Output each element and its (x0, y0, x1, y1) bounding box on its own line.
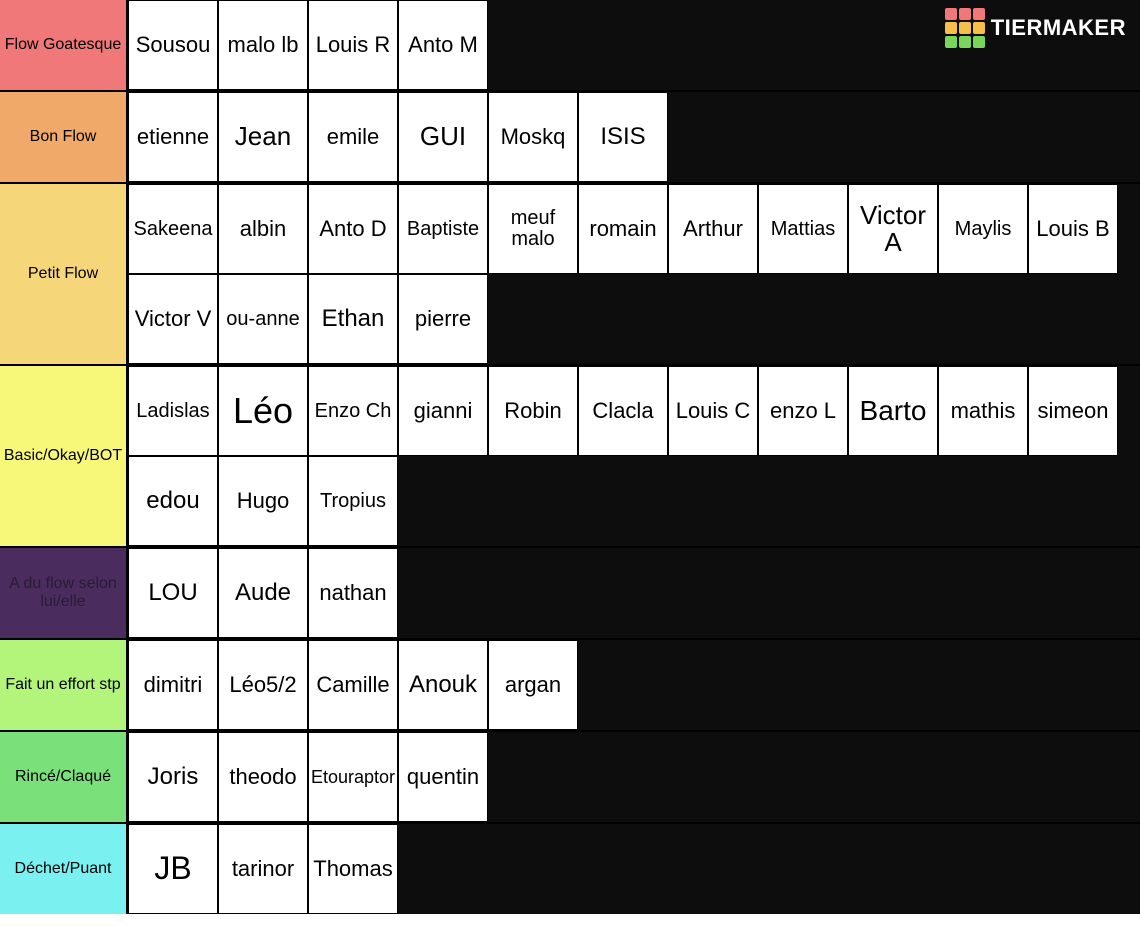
tier-item[interactable]: malo lb (218, 0, 308, 90)
logo-cell (959, 22, 971, 34)
tier-item[interactable]: tarinor (218, 824, 308, 914)
tier-item[interactable]: Robin (488, 366, 578, 456)
tier-list: TIERMAKER Flow GoatesqueSousoumalo lbLou… (0, 0, 1140, 914)
tier-items[interactable]: dimitriLéo5/2CamilleAnoukargan (128, 640, 1140, 730)
tier-item[interactable]: simeon (1028, 366, 1118, 456)
tier-item[interactable]: Clacla (578, 366, 668, 456)
tier-item[interactable]: emile (308, 92, 398, 182)
tier-item[interactable]: Louis B (1028, 184, 1118, 274)
tier-item[interactable]: albin (218, 184, 308, 274)
logo-cell (959, 36, 971, 48)
tier-items[interactable]: LadislasLéoEnzo ChgianniRobinClaclaLouis… (128, 366, 1140, 546)
tier-item[interactable]: pierre (398, 274, 488, 364)
tier-item[interactable]: enzo L (758, 366, 848, 456)
tier-label[interactable]: A du flow selon lui/elle (0, 548, 128, 638)
tier-item[interactable]: Joris (128, 732, 218, 822)
tier-item[interactable]: Maylis (938, 184, 1028, 274)
tier-item[interactable]: Anto D (308, 184, 398, 274)
tier-item[interactable]: Enzo Ch (308, 366, 398, 456)
logo-cell (973, 8, 985, 20)
tier-item[interactable]: JB (128, 824, 218, 914)
logo-grid-icon (945, 8, 985, 48)
tier-item[interactable]: Louis R (308, 0, 398, 90)
tier-item[interactable]: Ethan (308, 274, 398, 364)
tier-item[interactable]: Sousou (128, 0, 218, 90)
tier-item[interactable]: Anto M (398, 0, 488, 90)
tier-item[interactable]: ou-anne (218, 274, 308, 364)
tier-label[interactable]: Bon Flow (0, 92, 128, 182)
logo-cell (973, 36, 985, 48)
tier-item[interactable]: Baptiste (398, 184, 488, 274)
tier-item[interactable]: dimitri (128, 640, 218, 730)
tier-items[interactable]: etienneJeanemileGUIMoskqISIS (128, 92, 1140, 182)
tier-row: A du flow selon lui/elleLOUAudenathan (0, 546, 1140, 638)
tier-item[interactable]: Louis C (668, 366, 758, 456)
tier-item[interactable]: Barto (848, 366, 938, 456)
logo-cell (973, 22, 985, 34)
tier-item[interactable]: Etouraptor (308, 732, 398, 822)
tier-items[interactable]: JBtarinorThomas (128, 824, 1140, 914)
tier-item[interactable]: Léo (218, 366, 308, 456)
tier-label[interactable]: Basic/Okay/BOT (0, 366, 128, 546)
tier-item[interactable]: mathis (938, 366, 1028, 456)
tier-item[interactable]: GUI (398, 92, 488, 182)
tier-item[interactable]: romain (578, 184, 668, 274)
tier-row: Basic/Okay/BOTLadislasLéoEnzo ChgianniRo… (0, 364, 1140, 546)
logo-text: TIERMAKER (991, 15, 1126, 41)
tier-item[interactable]: Ladislas (128, 366, 218, 456)
tier-label[interactable]: Déchet/Puant (0, 824, 128, 914)
tier-label[interactable]: Petit Flow (0, 184, 128, 364)
tier-items[interactable]: SakeenaalbinAnto DBaptistemeuf maloromai… (128, 184, 1140, 364)
tier-row: Rincé/ClaquéJoristheodoEtouraptorquentin (0, 730, 1140, 822)
tier-item[interactable]: quentin (398, 732, 488, 822)
tier-item[interactable]: Moskq (488, 92, 578, 182)
tier-item[interactable]: ISIS (578, 92, 668, 182)
tier-item[interactable]: Arthur (668, 184, 758, 274)
tier-item[interactable]: etienne (128, 92, 218, 182)
tier-item[interactable]: Tropius (308, 456, 398, 546)
logo-cell (945, 36, 957, 48)
tier-item[interactable]: Thomas (308, 824, 398, 914)
tier-label[interactable]: Flow Goatesque (0, 0, 128, 90)
tier-item[interactable]: Léo5/2 (218, 640, 308, 730)
tier-row: Déchet/PuantJBtarinorThomas (0, 822, 1140, 914)
tiermaker-logo: TIERMAKER (945, 8, 1126, 48)
tier-items[interactable]: LOUAudenathan (128, 548, 1140, 638)
tier-item[interactable]: Anouk (398, 640, 488, 730)
tier-row: Fait un effort stpdimitriLéo5/2CamilleAn… (0, 638, 1140, 730)
tier-label[interactable]: Rincé/Claqué (0, 732, 128, 822)
tier-label[interactable]: Fait un effort stp (0, 640, 128, 730)
tier-item[interactable]: Aude (218, 548, 308, 638)
tier-item[interactable]: meuf malo (488, 184, 578, 274)
tier-item[interactable]: gianni (398, 366, 488, 456)
logo-cell (945, 8, 957, 20)
tier-item[interactable]: Sakeena (128, 184, 218, 274)
tier-item[interactable]: Hugo (218, 456, 308, 546)
tier-item[interactable]: Victor V (128, 274, 218, 364)
tier-item[interactable]: Victor A (848, 184, 938, 274)
logo-cell (959, 8, 971, 20)
logo-cell (945, 22, 957, 34)
tier-item[interactable]: Jean (218, 92, 308, 182)
tier-row: Petit FlowSakeenaalbinAnto DBaptistemeuf… (0, 182, 1140, 364)
tier-item[interactable]: Camille (308, 640, 398, 730)
tier-item[interactable]: LOU (128, 548, 218, 638)
tier-item[interactable]: theodo (218, 732, 308, 822)
tier-row: Bon FlowetienneJeanemileGUIMoskqISIS (0, 90, 1140, 182)
tier-item[interactable]: Mattias (758, 184, 848, 274)
tier-items[interactable]: JoristheodoEtouraptorquentin (128, 732, 1140, 822)
tier-item[interactable]: nathan (308, 548, 398, 638)
tier-item[interactable]: argan (488, 640, 578, 730)
tier-item[interactable]: edou (128, 456, 218, 546)
